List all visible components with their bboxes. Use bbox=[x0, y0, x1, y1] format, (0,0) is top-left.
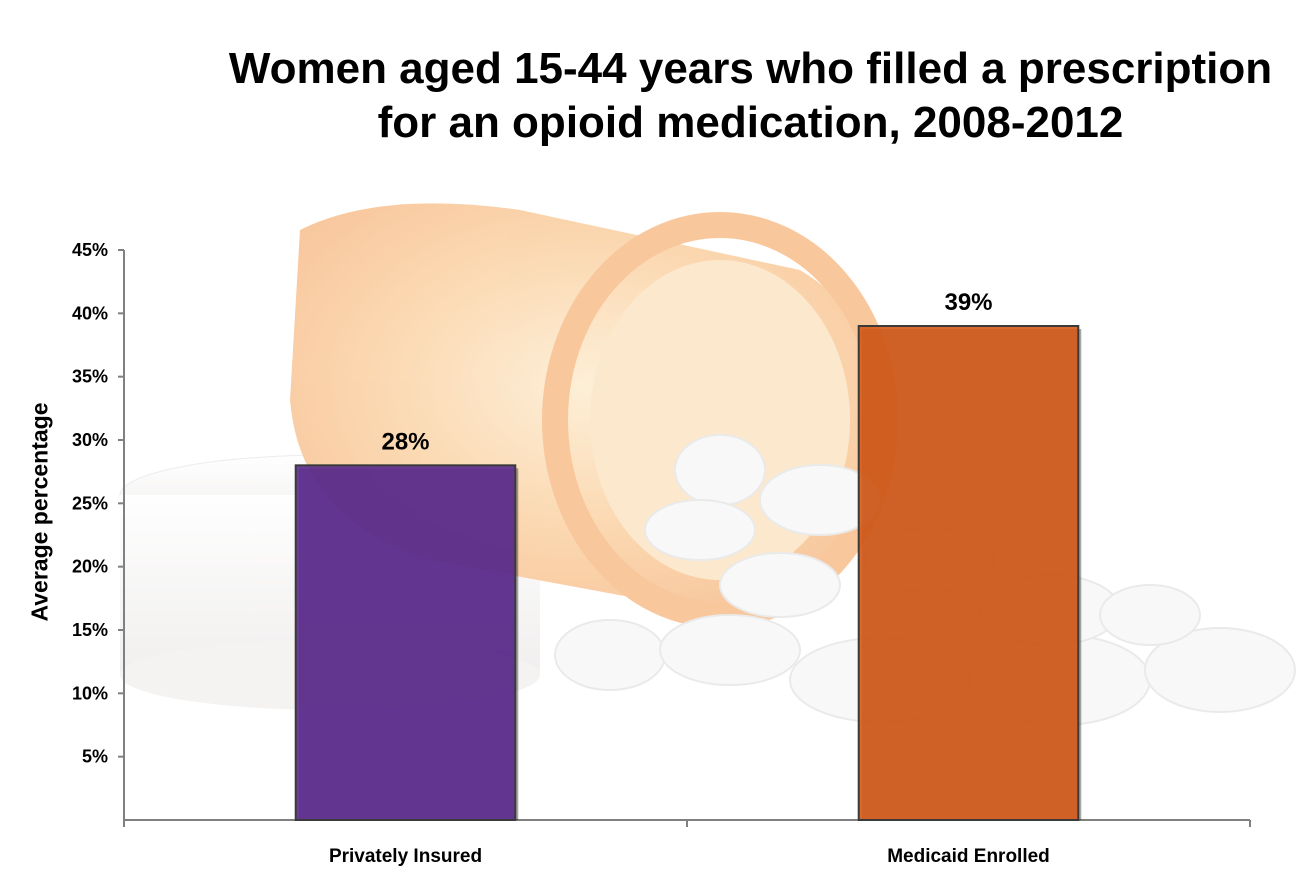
y-tick-label: 40% bbox=[72, 303, 108, 323]
y-tick-label: 30% bbox=[72, 430, 108, 450]
x-category-label: Privately Insured bbox=[329, 846, 482, 867]
chart-title-line-1: Women aged 15-44 years who filled a pres… bbox=[228, 44, 1273, 93]
chart-title: Women aged 15-44 years who filled a pres… bbox=[200, 42, 1301, 150]
y-tick-label: 10% bbox=[72, 683, 108, 703]
y-tick-label: 35% bbox=[72, 367, 108, 387]
y-tick-label: 15% bbox=[72, 620, 108, 640]
bar-medicaid-enrolled bbox=[857, 325, 1080, 821]
y-tick-label: 45% bbox=[72, 240, 108, 260]
bar-privately-insured bbox=[294, 464, 517, 821]
y-tick-label: 20% bbox=[72, 557, 108, 577]
bar-value-label: 28% bbox=[381, 428, 429, 455]
bars bbox=[294, 325, 1082, 821]
y-tick-label: 5% bbox=[82, 747, 108, 767]
x-category-label: Medicaid Enrolled bbox=[887, 846, 1050, 867]
bar-value-label: 39% bbox=[944, 289, 992, 316]
labels: 28% Privately Insured 39% Medicaid Enrolled bbox=[329, 289, 1050, 867]
chart-title-line-2: for an opioid medication, 2008-2012 bbox=[377, 98, 1124, 147]
y-tick-label: 25% bbox=[72, 493, 108, 513]
